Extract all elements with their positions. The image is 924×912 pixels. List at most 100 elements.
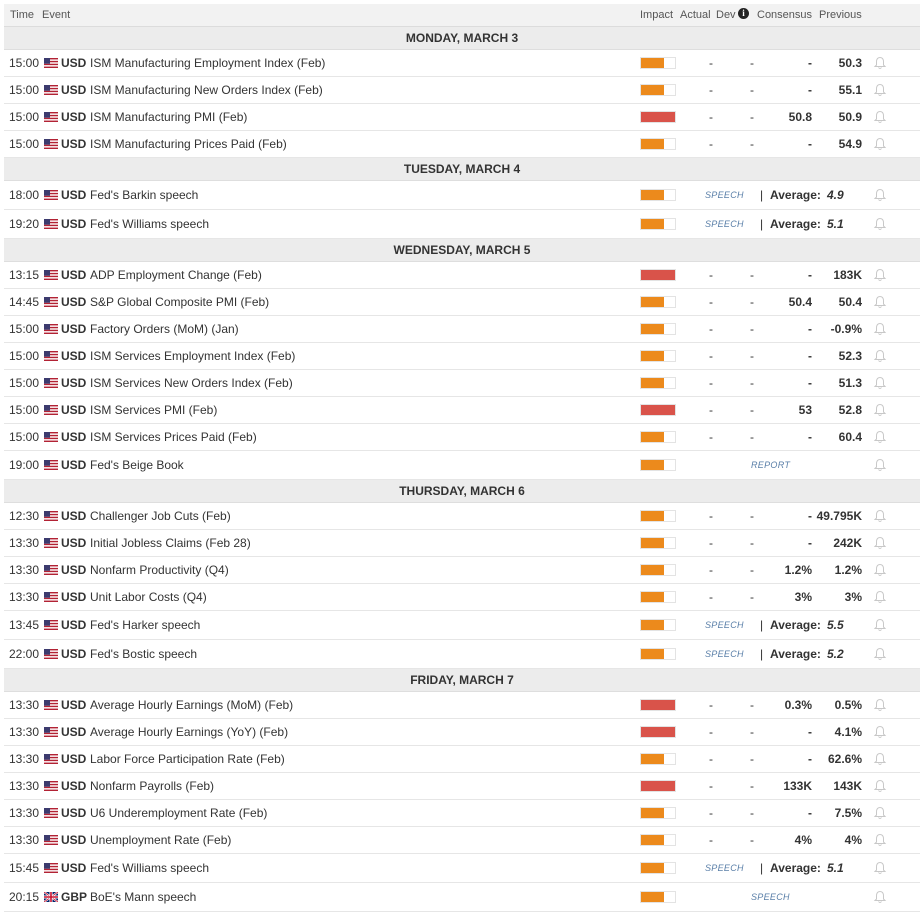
event-name[interactable]: ISM Services Employment Index (Feb)	[90, 349, 296, 363]
table-row[interactable]: 14:45 USD S&P Global Composite PMI (Feb) - -…	[4, 289, 920, 316]
table-row[interactable]: 15:00 USD ISM Services PMI (Feb) - - 53 52.8	[4, 397, 920, 424]
currency-code: USD	[61, 110, 87, 124]
table-row[interactable]: 13:30 USD Unit Labor Costs (Q4) - - 3% 3%	[4, 584, 920, 611]
event-name[interactable]: Labor Force Participation Rate (Feb)	[90, 752, 285, 766]
bell-icon[interactable]	[873, 322, 887, 336]
event-name[interactable]: Challenger Job Cuts (Feb)	[90, 509, 231, 523]
event-name[interactable]: Unemployment Rate (Feb)	[90, 833, 232, 847]
header-impact[interactable]: Impact	[640, 9, 674, 21]
header-event[interactable]: Event	[42, 9, 71, 21]
bell-icon[interactable]	[873, 268, 887, 282]
event-name[interactable]: ISM Services Prices Paid (Feb)	[90, 430, 257, 444]
bell-icon[interactable]	[873, 861, 887, 875]
bell-icon[interactable]	[873, 349, 887, 363]
deviation-value: -	[750, 403, 754, 417]
bell-icon[interactable]	[873, 56, 887, 70]
event-name[interactable]: Fed's Williams speech	[90, 217, 209, 231]
table-row[interactable]: 13:30 USD Nonfarm Productivity (Q4) - - 1.2% 1…	[4, 557, 920, 584]
event-time: 13:15	[9, 268, 40, 282]
bell-icon[interactable]	[873, 833, 887, 847]
event-name[interactable]: Average Hourly Earnings (MoM) (Feb)	[90, 698, 294, 712]
bell-icon[interactable]	[873, 403, 887, 417]
event-name[interactable]: Factory Orders (MoM) (Jan)	[90, 322, 239, 336]
previous-value: 183K	[833, 268, 862, 282]
event-name[interactable]: Fed's Bostic speech	[90, 647, 198, 661]
header-time[interactable]: Time	[10, 9, 35, 21]
table-row[interactable]: 20:15 GBP BoE's Mann speech SPEECH	[4, 883, 920, 912]
bell-icon[interactable]	[873, 752, 887, 766]
header-previous[interactable]: Previous	[819, 9, 862, 21]
impact-fill	[641, 892, 664, 902]
table-row[interactable]: 15:00 USD Factory Orders (MoM) (Jan) - - - -0.…	[4, 316, 920, 343]
table-row[interactable]: 13:15 USD ADP Employment Change (Feb) - - - 18…	[4, 262, 920, 289]
bell-icon[interactable]	[873, 725, 887, 739]
table-row[interactable]: 13:30 USD Initial Jobless Claims (Feb 28) -…	[4, 530, 920, 557]
header-dev[interactable]: Dev	[716, 9, 736, 21]
bell-icon[interactable]	[873, 295, 887, 309]
header-actual[interactable]: Actual	[680, 9, 711, 21]
event-name[interactable]: Average Hourly Earnings (YoY) (Feb)	[90, 725, 289, 739]
table-row[interactable]: 15:00 USD ISM Services New Orders Index (F…	[4, 370, 920, 397]
table-row[interactable]: 13:45 USD Fed's Harker speech SPEECH | Averag…	[4, 611, 920, 640]
table-row[interactable]: 13:30 USD Average Hourly Earnings (MoM) (F…	[4, 692, 920, 719]
event-name[interactable]: BoE's Mann speech	[90, 890, 197, 904]
bell-icon[interactable]	[873, 806, 887, 820]
event-name[interactable]: U6 Underemployment Rate (Feb)	[90, 806, 268, 820]
event-name[interactable]: ISM Manufacturing New Orders Index (Feb)	[90, 83, 323, 97]
bell-icon[interactable]	[873, 110, 887, 124]
event-name[interactable]: ISM Manufacturing PMI (Feb)	[90, 110, 248, 124]
bell-icon[interactable]	[873, 779, 887, 793]
table-row[interactable]: 15:00 USD ISM Services Prices Paid (Feb) - -…	[4, 424, 920, 451]
event-name[interactable]: ADP Employment Change (Feb)	[90, 268, 262, 282]
table-row[interactable]: 13:30 USD Unemployment Rate (Feb) - - 4% 4%	[4, 827, 920, 854]
bell-icon[interactable]	[873, 188, 887, 202]
table-row[interactable]: 13:30 USD Average Hourly Earnings (YoY) (F…	[4, 719, 920, 746]
table-row[interactable]: 22:00 USD Fed's Bostic speech SPEECH | Averag…	[4, 640, 920, 669]
event-name[interactable]: Nonfarm Productivity (Q4)	[90, 563, 229, 577]
bell-icon[interactable]	[873, 590, 887, 604]
table-row[interactable]: 15:00 USD ISM Manufacturing PMI (Feb) - - 50.…	[4, 104, 920, 131]
event-name[interactable]: Nonfarm Payrolls (Feb)	[90, 779, 215, 793]
table-row[interactable]: 15:00 USD ISM Services Employment Index (F…	[4, 343, 920, 370]
event-name[interactable]: Unit Labor Costs (Q4)	[90, 590, 207, 604]
bell-icon[interactable]	[873, 647, 887, 661]
event-name[interactable]: ISM Services New Orders Index (Feb)	[90, 376, 293, 390]
table-row[interactable]: 13:30 USD U6 Underemployment Rate (Feb) - - -…	[4, 800, 920, 827]
bell-icon[interactable]	[873, 217, 887, 231]
event-name[interactable]: ISM Manufacturing Prices Paid (Feb)	[90, 137, 287, 151]
event-name[interactable]: S&P Global Composite PMI (Feb)	[90, 295, 270, 309]
bell-icon[interactable]	[873, 376, 887, 390]
bell-icon[interactable]	[873, 509, 887, 523]
table-row[interactable]: 18:00 USD Fed's Barkin speech SPEECH | Averag…	[4, 181, 920, 210]
bell-icon[interactable]	[873, 83, 887, 97]
bell-icon[interactable]	[873, 137, 887, 151]
table-row[interactable]: 12:30 USD Challenger Job Cuts (Feb) - - -49.7…	[4, 503, 920, 530]
previous-value: 1.2%	[834, 563, 862, 577]
info-icon[interactable]: i	[738, 8, 749, 19]
event-name[interactable]: Fed's Harker speech	[90, 618, 201, 632]
table-row[interactable]: 15:00 USD ISM Manufacturing Prices Paid (F…	[4, 131, 920, 158]
table-row[interactable]: 15:45 USD Fed's Williams speech SPEECH | Aver…	[4, 854, 920, 883]
bell-icon[interactable]	[873, 430, 887, 444]
event-name[interactable]: ISM Services PMI (Feb)	[90, 403, 218, 417]
bell-icon[interactable]	[873, 536, 887, 550]
actual-value: -	[709, 376, 713, 390]
bell-icon[interactable]	[873, 618, 887, 632]
table-row[interactable]: 15:00 USD ISM Manufacturing New Orders Ind…	[4, 77, 920, 104]
event-name[interactable]: Fed's Barkin speech	[90, 188, 199, 202]
table-row[interactable]: 15:00 USD ISM Manufacturing Employment Ind…	[4, 50, 920, 77]
event-time: 13:30	[9, 752, 40, 766]
table-row[interactable]: 19:20 USD Fed's Williams speech SPEECH | Aver…	[4, 210, 920, 239]
bell-icon[interactable]	[873, 458, 887, 472]
event-name[interactable]: Fed's Williams speech	[90, 861, 209, 875]
table-row[interactable]: 13:30 USD Nonfarm Payrolls (Feb) - - 133K 143K	[4, 773, 920, 800]
header-consensus[interactable]: Consensus	[757, 9, 813, 21]
event-name[interactable]: Initial Jobless Claims (Feb 28)	[90, 536, 251, 550]
event-name[interactable]: Fed's Beige Book	[90, 458, 184, 472]
event-name[interactable]: ISM Manufacturing Employment Index (Feb)	[90, 56, 326, 70]
bell-icon[interactable]	[873, 698, 887, 712]
table-row[interactable]: 19:00 USD Fed's Beige Book REPORT	[4, 451, 920, 480]
consensus-value: 133K	[783, 779, 812, 793]
table-row[interactable]: 13:30 USD Labor Force Participation Rate (…	[4, 746, 920, 773]
bell-icon[interactable]	[873, 563, 887, 577]
